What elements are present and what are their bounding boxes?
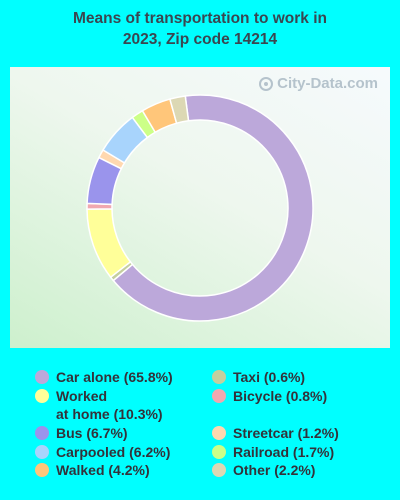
legend-swatch (35, 370, 49, 384)
legend-swatch (35, 445, 49, 459)
city-data-logo-icon (259, 76, 274, 91)
legend-label: Walked (4.2%) (56, 462, 150, 478)
plot-area: City-Data.com (10, 67, 390, 348)
legend-label: Taxi (0.6%) (233, 369, 306, 385)
chart-title: Means of transportation to work in 2023,… (0, 8, 400, 50)
legend-swatch (212, 445, 226, 459)
donut-chart (86, 94, 314, 322)
legend-swatch (35, 426, 49, 440)
legend-label: Streetcar (1.2%) (233, 425, 339, 441)
watermark-text: City-Data.com (277, 75, 378, 92)
legend-label-line-2: at home (10.3%) (56, 406, 163, 422)
legend-label: Railroad (1.7%) (233, 444, 335, 460)
chart-title-line-1: Means of transportation to work in (72, 10, 328, 27)
slice-car-alone (112, 94, 314, 322)
legend-swatch (212, 370, 226, 384)
watermark: City-Data.com (259, 75, 378, 92)
legend: Car alone (65.8%) Worked at home (10.3%) Bu… (0, 366, 400, 496)
chart-title-line-2: 2023, Zip code 14214 (122, 31, 278, 48)
slice-worked-at-home (86, 208, 132, 279)
legend-swatch (212, 426, 226, 440)
legend-swatch (35, 463, 49, 477)
legend-swatch (212, 389, 226, 403)
legend-label: Bicycle (0.8%) (233, 388, 328, 404)
slice-other (168, 95, 190, 125)
legend-label: Carpooled (6.2%) (56, 444, 171, 460)
legend-label: Other (2.2%) (233, 462, 316, 478)
legend-label: Bus (6.7%) (56, 425, 128, 441)
legend-swatch (35, 389, 49, 403)
legend-label: Worked at home (10.3%) (56, 388, 163, 422)
legend-swatch (212, 463, 226, 477)
legend-label: Car alone (65.8%) (56, 369, 173, 385)
